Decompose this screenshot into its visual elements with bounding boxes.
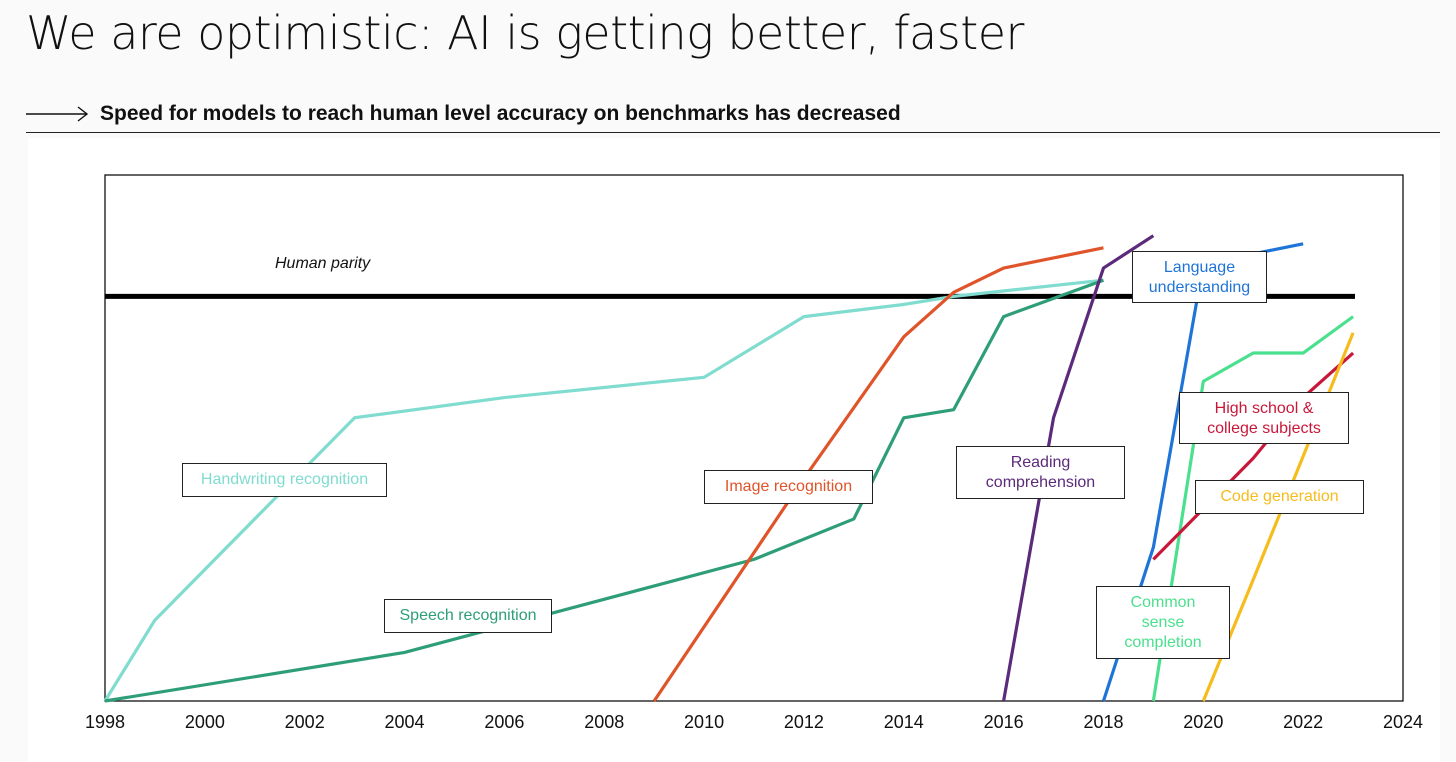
label-reading: Reading comprehension: [956, 446, 1125, 499]
x-tick-label: 2012: [784, 712, 824, 732]
series-line-reading-comprehension: [1002, 234, 1155, 702]
x-tick-label: 2022: [1283, 712, 1323, 732]
x-tick-label: 2000: [185, 712, 225, 732]
series-line-image-recognition: [652, 246, 1104, 702]
label-handwriting: Handwriting recognition: [182, 463, 387, 497]
x-axis-ticks: 1998 2000 2002 2004 2006 2008 2010 2012 2014 2016…: [85, 712, 1423, 732]
x-tick-label: 2008: [584, 712, 624, 732]
subtitle: Speed for models to reach human level ac…: [100, 102, 901, 125]
x-tick-label: 2020: [1183, 712, 1223, 732]
label-common-sense: Common sense completion: [1096, 586, 1230, 659]
label-image: Image recognition: [704, 470, 873, 504]
x-tick-label: 2018: [1083, 712, 1123, 732]
x-tick-label: 2014: [884, 712, 924, 732]
label-speech: Speech recognition: [384, 599, 552, 633]
page-title: We are optimistic: AI is getting better,…: [26, 6, 1024, 60]
x-tick-label: 1998: [85, 712, 125, 732]
series-line-speech-recognition: [104, 278, 1105, 703]
series-line-common-sense-completion: [1151, 315, 1355, 702]
subtitle-bar: Speed for models to reach human level ac…: [26, 100, 1440, 133]
label-language: Language understanding: [1132, 251, 1267, 303]
right-arrow-icon: [26, 106, 89, 122]
x-tick-label: 2010: [684, 712, 724, 732]
human-parity-label: Human parity: [275, 255, 371, 272]
plot-frame: [104, 174, 1404, 702]
label-highschool: High school & college subjects: [1179, 392, 1349, 444]
series-line-handwriting-recognition: [103, 278, 1104, 702]
x-tick-label: 2016: [984, 712, 1024, 732]
x-tick-label: 2002: [285, 712, 325, 732]
x-tick-label: 2006: [484, 712, 524, 732]
benchmark-chart: 1998 2000 2002 2004 2006 2008 2010 2012 2014 2016…: [85, 174, 1423, 732]
x-tick-label: 2004: [385, 712, 425, 732]
x-tick-label: 2024: [1383, 712, 1423, 732]
chart-panel: 1998 2000 2002 2004 2006 2008 2010 2012 2014 2016…: [28, 138, 1440, 762]
label-code: Code generation: [1195, 480, 1364, 514]
